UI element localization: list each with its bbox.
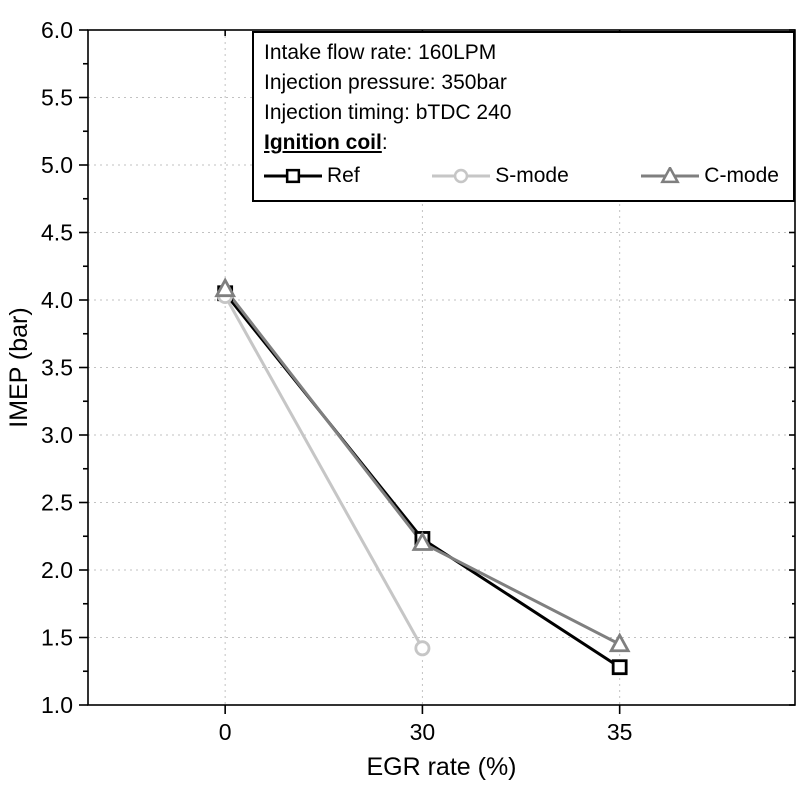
c-mode-line-sample-icon	[641, 167, 700, 184]
y-tick-label: 2.0	[41, 557, 73, 583]
legend-entry-ref: Ref	[264, 161, 360, 191]
legend-entry-label: C-mode	[704, 164, 779, 187]
y-tick-label: 4.5	[41, 220, 73, 246]
s-mode-line-sample-icon	[432, 168, 491, 184]
y-tick-label: 3.0	[41, 422, 73, 448]
legend-entry-s-mode: S-mode	[432, 161, 569, 191]
legend-entry-c-mode: C-mode	[641, 161, 779, 191]
legend-entry-label: S-mode	[495, 164, 569, 187]
y-tick-label: 5.0	[41, 152, 73, 178]
series-lines	[223, 288, 621, 669]
y-tick-label: 5.5	[41, 85, 73, 111]
y-tick-label: 3.5	[41, 355, 73, 381]
ref-line-sample-icon	[264, 168, 322, 184]
x-axis-label: EGR rate (%)	[366, 753, 516, 781]
x-tick-labels: 0 30 35	[219, 719, 633, 745]
y-tick-label: 1.0	[41, 692, 73, 718]
y-tick-label: 1.5	[41, 625, 73, 651]
series-markers	[214, 277, 631, 676]
legend-section-title: Ignition coil	[264, 131, 382, 154]
legend-entry-label: Ref	[327, 164, 360, 187]
legend-section-suffix: :	[381, 131, 388, 154]
y-tick-labels: 1.0 1.5 2.0 2.5 3.0 3.5 4.0 4.5 5.0 5.5 6.0	[41, 17, 73, 718]
legend-section-label: Ignition coil:	[264, 128, 783, 158]
legend-entries: Ref S-mode C-mode	[264, 161, 783, 191]
legend-info-line-1: Intake flow rate: 160LPM	[264, 41, 497, 64]
series-line-s-mode	[223, 295, 424, 650]
chart-legend: Intake flow rate: 160LPM Injection press…	[252, 31, 795, 202]
legend-info-line-2: Injection pressure: 350bar	[264, 71, 507, 94]
y-tick-label: 4.0	[41, 287, 73, 313]
x-tick-label: 30	[410, 719, 436, 745]
legend-info-line-3: Injection timing: bTDC 240	[264, 101, 512, 124]
y-tick-label: 2.5	[41, 490, 73, 516]
y-tick-label: 6.0	[41, 17, 73, 43]
y-axis-label: IMEP (bar)	[5, 307, 33, 427]
x-tick-label: 35	[607, 719, 633, 745]
x-tick-label: 0	[219, 719, 232, 745]
